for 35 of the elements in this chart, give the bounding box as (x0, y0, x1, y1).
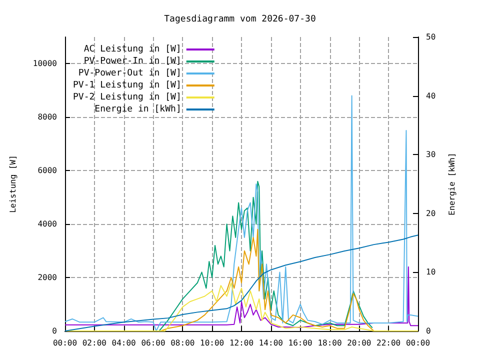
x-tick-label: 00:00 (406, 338, 430, 348)
x-tick-label: 14:00 (258, 338, 284, 348)
x-tick-label: 08:00 (170, 338, 195, 348)
y2-tick-label: 10 (426, 268, 436, 277)
x-tick-label: 06:00 (141, 338, 166, 348)
y2-tick-label: 30 (426, 150, 436, 160)
x-tick-label: 22:00 (376, 338, 401, 348)
x-tick-label: 00:00 (52, 338, 78, 348)
y-tick-label: 8000 (38, 112, 58, 122)
x-tick-label: 20:00 (347, 338, 372, 348)
y-tick-label: 4000 (38, 220, 58, 229)
y2-tick-label: 0 (426, 326, 431, 336)
x-tick-label: 18:00 (318, 338, 342, 348)
y2-tick-label: 40 (426, 91, 436, 100)
y-tick-label: 10000 (32, 59, 58, 68)
x-tick-label: 02:00 (82, 338, 107, 348)
legend-label: PV-Power-Out in [W] (78, 68, 182, 78)
chart-title: Tagesdiagramm vom 2026-07-30 (164, 14, 316, 24)
y-tick-label: 2000 (38, 273, 58, 282)
line-series (64, 266, 418, 328)
x-tick-label: 12:00 (229, 338, 254, 348)
legend-label: AC Leistung in [W] (84, 44, 182, 54)
legend-label: PV-2 Leistung in [W] (72, 92, 182, 102)
x-tick-label: 04:00 (112, 338, 136, 348)
legend-label: PV-Power-In in [W] (84, 56, 182, 66)
y-tick-label: 6000 (38, 166, 58, 176)
y2-tick-label: 50 (426, 32, 436, 42)
y2-tick-label: 20 (426, 208, 436, 218)
y2-axis-title: Energie [kWh] (448, 152, 456, 216)
y-tick-label: 0 (52, 326, 58, 336)
x-tick-label: 16:00 (288, 338, 313, 348)
legend-label: Energie in [kWh] (94, 104, 182, 114)
legend-label: PV-1 Leistung in [W] (72, 80, 182, 90)
x-tick-label: 10:00 (200, 338, 224, 348)
y-axis-title: Leistung [W] (8, 155, 18, 213)
